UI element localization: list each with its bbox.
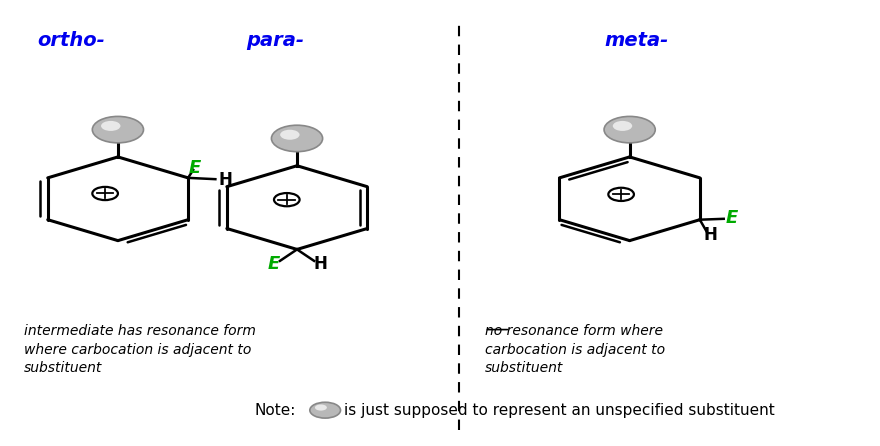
Circle shape [310, 402, 341, 418]
Circle shape [315, 405, 326, 411]
Text: intermediate has resonance form
where carbocation is adjacent to
substituent: intermediate has resonance form where ca… [24, 324, 256, 375]
Text: E: E [189, 159, 201, 177]
Text: ortho-: ortho- [37, 31, 105, 50]
Text: Note:: Note: [254, 403, 296, 418]
Text: H: H [703, 226, 717, 244]
Circle shape [280, 130, 299, 140]
Circle shape [92, 116, 143, 143]
Text: meta-: meta- [604, 31, 668, 50]
Circle shape [612, 121, 632, 131]
Circle shape [604, 116, 656, 143]
Circle shape [271, 125, 323, 152]
Text: H: H [218, 171, 232, 189]
Text: is just supposed to represent an unspecified substituent: is just supposed to represent an unspeci… [344, 403, 774, 418]
Text: H: H [313, 255, 327, 273]
Text: no resonance form where
carbocation is adjacent to
substituent: no resonance form where carbocation is a… [485, 324, 664, 375]
Circle shape [101, 121, 121, 131]
Text: E: E [268, 255, 280, 273]
Text: para-: para- [246, 31, 304, 50]
Text: E: E [726, 209, 738, 227]
